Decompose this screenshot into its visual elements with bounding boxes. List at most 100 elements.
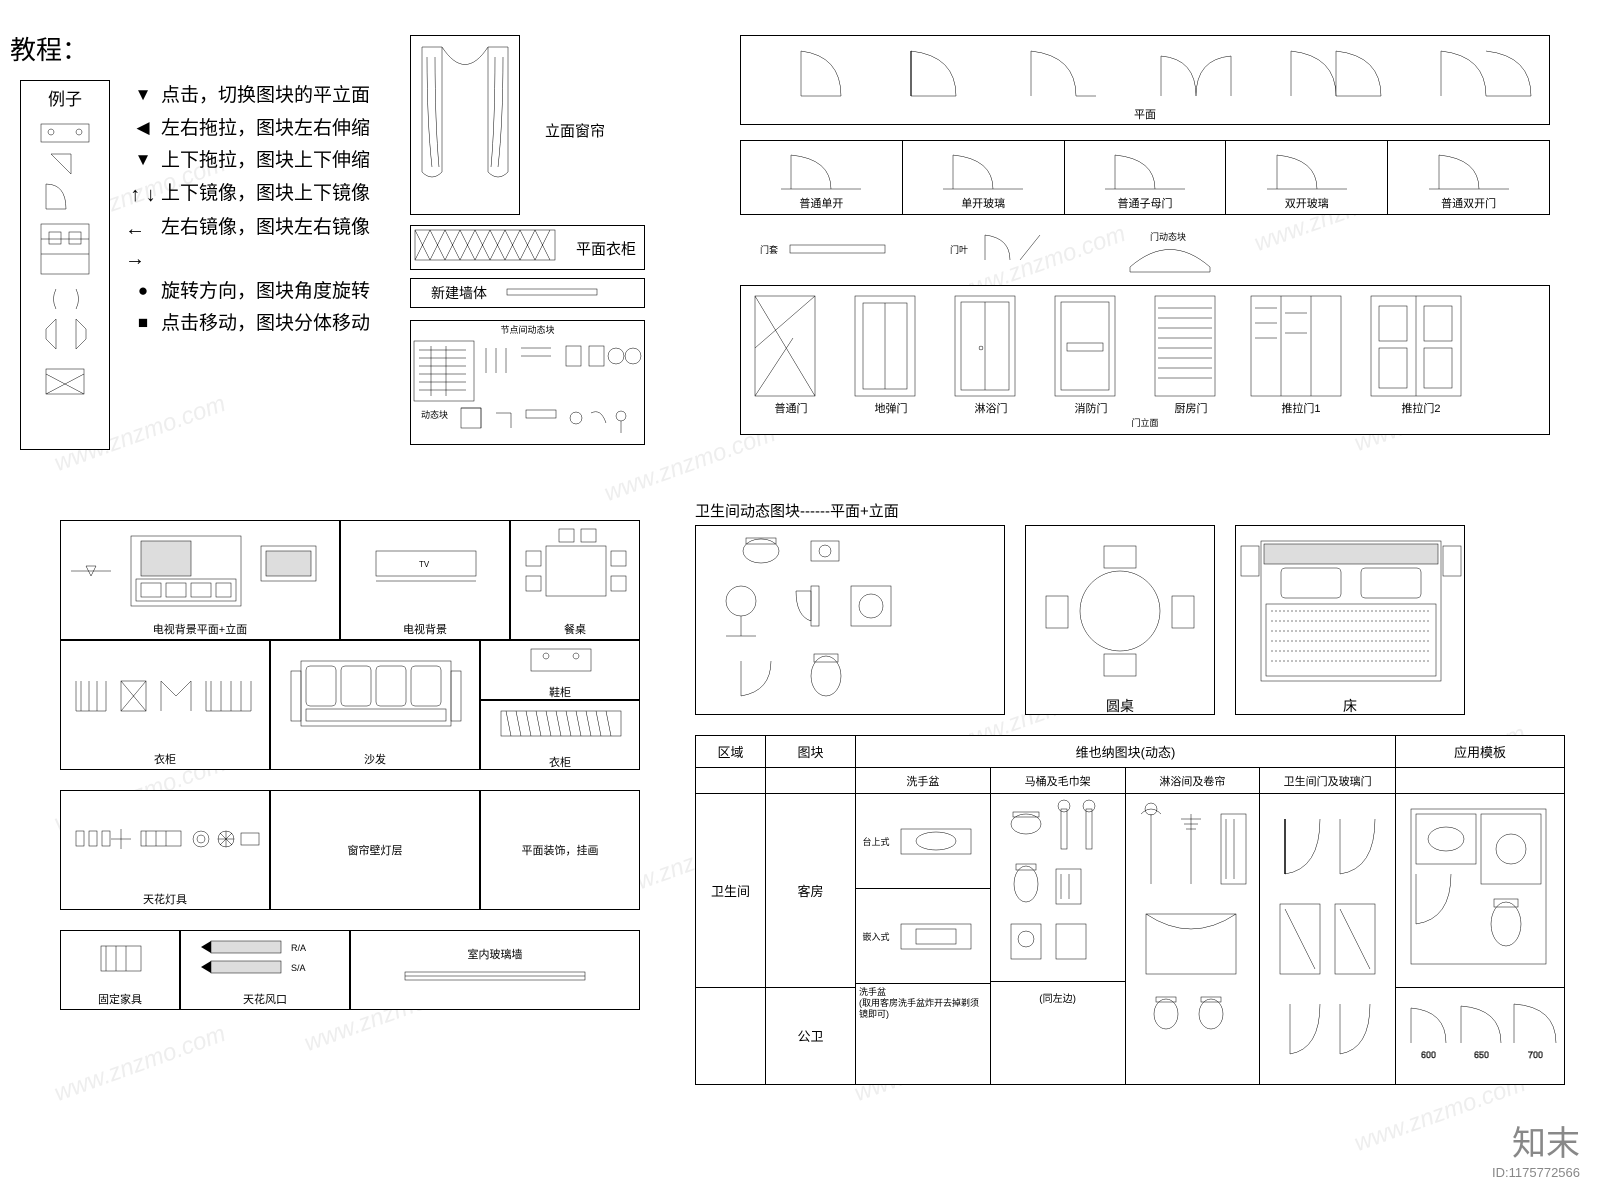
q2-doors: 平面 普通单开单开玻璃普通子母门双开玻璃普通双开门 门套 门叶 门动态块 普通门… <box>700 0 1580 480</box>
dining-icon <box>511 521 639 616</box>
bullet-row: ↑ ↓上下镜像，图块上下镜像 <box>125 180 405 210</box>
ceiling-icon <box>61 791 269 886</box>
detail-block-box: 节点间动态块 动态块 <box>410 320 645 445</box>
door-types-row: 普通单开单开玻璃普通子母门双开玻璃普通双开门 <box>740 140 1550 215</box>
door-elev-cell: 普通门 <box>741 286 841 416</box>
door-elev-icon <box>1243 288 1359 400</box>
door-elev-icon <box>843 288 939 400</box>
wardrobe-icons <box>61 641 269 746</box>
bullet-text: 上下拖拉，图块上下伸缩 <box>161 147 370 176</box>
bathroom-symbols-box <box>695 525 1005 715</box>
vent-ra: R/A <box>291 943 306 953</box>
door-elev-icon <box>1043 288 1139 400</box>
sub-header-cell: 马桶及毛巾架 <box>991 768 1126 793</box>
ceiling-light-cell: 天花灯具 <box>60 790 270 910</box>
fixed-cell: 固定家具 <box>60 930 180 1010</box>
door-type-label: 双开玻璃 <box>1285 195 1329 211</box>
door-elev-label: 地弹门 <box>875 400 908 416</box>
bullet-list: ▼点击，切换图块的平立面◀左右拖拉，图块左右伸缩▼上下拖拉，图块上下伸缩↑ ↓上… <box>125 82 405 343</box>
door-elev-cell: 厨房门 <box>1141 286 1241 416</box>
leaf-label: 门叶 <box>950 243 968 256</box>
detail-symbols-icon: 动态块 <box>411 338 644 443</box>
tv-plan-icon: TV <box>341 521 509 616</box>
curtain-box <box>410 35 520 215</box>
table-body: 卫生间 客房 公卫 台上式 嵌入式 <box>696 794 1564 1084</box>
curtain-light-label: 窗帘壁灯层 <box>348 842 403 858</box>
door-elev-box: 普通门地弹门淋浴门消防门厨房门推拉门1推拉门2 门立面 <box>740 285 1550 435</box>
door-type-cell: 双开玻璃 <box>1226 141 1388 214</box>
detail-title-label: 节点间动态块 <box>411 321 644 338</box>
door-type-icon <box>761 147 881 195</box>
decor-cell: 平面装饰，挂画 <box>480 790 640 910</box>
bullet-icon: ● <box>125 278 161 304</box>
tv-elev-cell: 电视背景平面+立面 <box>60 520 340 640</box>
bullet-icon: ■ <box>125 310 161 336</box>
door-plan-symbols-icon <box>741 36 1549 111</box>
sub-header-cell: 洗手盆 <box>856 768 991 793</box>
door-parts-row: 门套 门叶 门动态块 <box>750 225 1540 275</box>
wall-box: 新建墙体 <box>410 278 645 308</box>
door-elev-icon <box>943 288 1039 400</box>
th-area: 区域 <box>696 736 766 767</box>
table-header-row: 区域 图块 维也纳图块(动态) 应用模板 <box>696 736 1564 768</box>
curtain-light-cell: 窗帘壁灯层 <box>270 790 480 910</box>
door-elev-cell: 消防门 <box>1041 286 1141 416</box>
q3-furniture: 电视背景平面+立面 TV 电视背景 餐桌 衣柜 <box>0 490 700 1190</box>
ceiling-label: 天花灯具 <box>61 891 269 907</box>
wardrobe1-label: 衣柜 <box>61 751 269 767</box>
curtain-icon <box>417 42 513 207</box>
bullet-text: 旋转方向，图块角度旋转 <box>161 278 370 307</box>
sofa-icon <box>271 641 479 746</box>
door-type-icon <box>1085 147 1205 195</box>
bath-door-icon <box>1260 794 1393 1074</box>
bullet-text: 点击移动，图块分体移动 <box>161 310 370 339</box>
shoe-cell: 鞋柜 <box>480 640 640 700</box>
vent-sa: S/A <box>291 963 306 973</box>
round-table-box: 圆桌 <box>1025 525 1215 715</box>
bullet-icon: ↑ ↓ <box>125 180 161 210</box>
door-elev-cell: 淋浴门 <box>941 286 1041 416</box>
door-elev-icon <box>743 288 839 400</box>
wardrobe2-cell: 衣柜 <box>480 700 640 770</box>
decor-label: 平面装饰，挂画 <box>522 842 599 858</box>
door-elev-cell: 地弹门 <box>841 286 941 416</box>
row-guest: 客房 <box>766 794 855 988</box>
bed-icon <box>1236 526 1464 691</box>
th-template: 应用模板 <box>1396 736 1564 767</box>
tv-elev-icon <box>61 521 339 616</box>
elev-caption: 门立面 <box>741 416 1549 429</box>
door-elev-label: 淋浴门 <box>975 400 1008 416</box>
bullet-icon: ← → <box>125 214 161 274</box>
bullet-row: ▼点击，切换图块的平立面 <box>125 82 405 111</box>
row-bathroom: 卫生间 <box>696 794 765 988</box>
shoe-icon <box>481 641 639 679</box>
template-dims-icon: 600 650 700 <box>1396 988 1561 1078</box>
wardrobe-plan-box: 平面衣柜 <box>410 225 645 270</box>
sub-header-cell: 卫生间门及玻璃门 <box>1260 768 1395 793</box>
door-type-cell: 普通双开门 <box>1388 141 1549 214</box>
basin-note: 洗手盆 (取用客房洗手盆炸开去掉剃须镜即可) <box>856 984 990 1084</box>
door-type-label: 普通双开门 <box>1441 195 1496 211</box>
bullet-text: 点击，切换图块的平立面 <box>161 82 370 111</box>
example-label: 例子 <box>21 81 109 114</box>
door-plan-box: 平面 <box>740 35 1550 125</box>
door-elev-label: 推拉门2 <box>1401 400 1440 416</box>
door-elev-cell: 推拉门2 <box>1361 286 1481 416</box>
q4-bathroom: 卫生间动态图块------平面+立面 圆桌 <box>680 490 1580 1190</box>
detail-sub-label: 动态块 <box>421 409 448 420</box>
th-block: 图块 <box>766 736 856 767</box>
sleeve-label: 门套 <box>760 243 778 256</box>
counter-label: 台上式 <box>856 835 896 848</box>
dyn-door-icon <box>1120 237 1220 277</box>
footer-brand: 知末 ID:1175772566 <box>1492 1116 1580 1180</box>
door-type-icon <box>923 147 1043 195</box>
glass-wall-label: 室内玻璃墙 <box>351 946 639 962</box>
table-subheader-row: 洗手盆马桶及毛巾架淋浴间及卷帘卫生间门及玻璃门 <box>696 768 1564 794</box>
bullet-icon: ▼ <box>125 82 161 108</box>
door-elev-label: 消防门 <box>1075 400 1108 416</box>
bullet-row: ◀左右拖拉，图块左右伸缩 <box>125 115 405 144</box>
sofa-label: 沙发 <box>271 751 479 767</box>
vent-label: 天花风口 <box>181 991 349 1007</box>
sleeve-icon <box>790 240 890 260</box>
bullet-text: 上下镜像，图块上下镜像 <box>161 180 370 209</box>
